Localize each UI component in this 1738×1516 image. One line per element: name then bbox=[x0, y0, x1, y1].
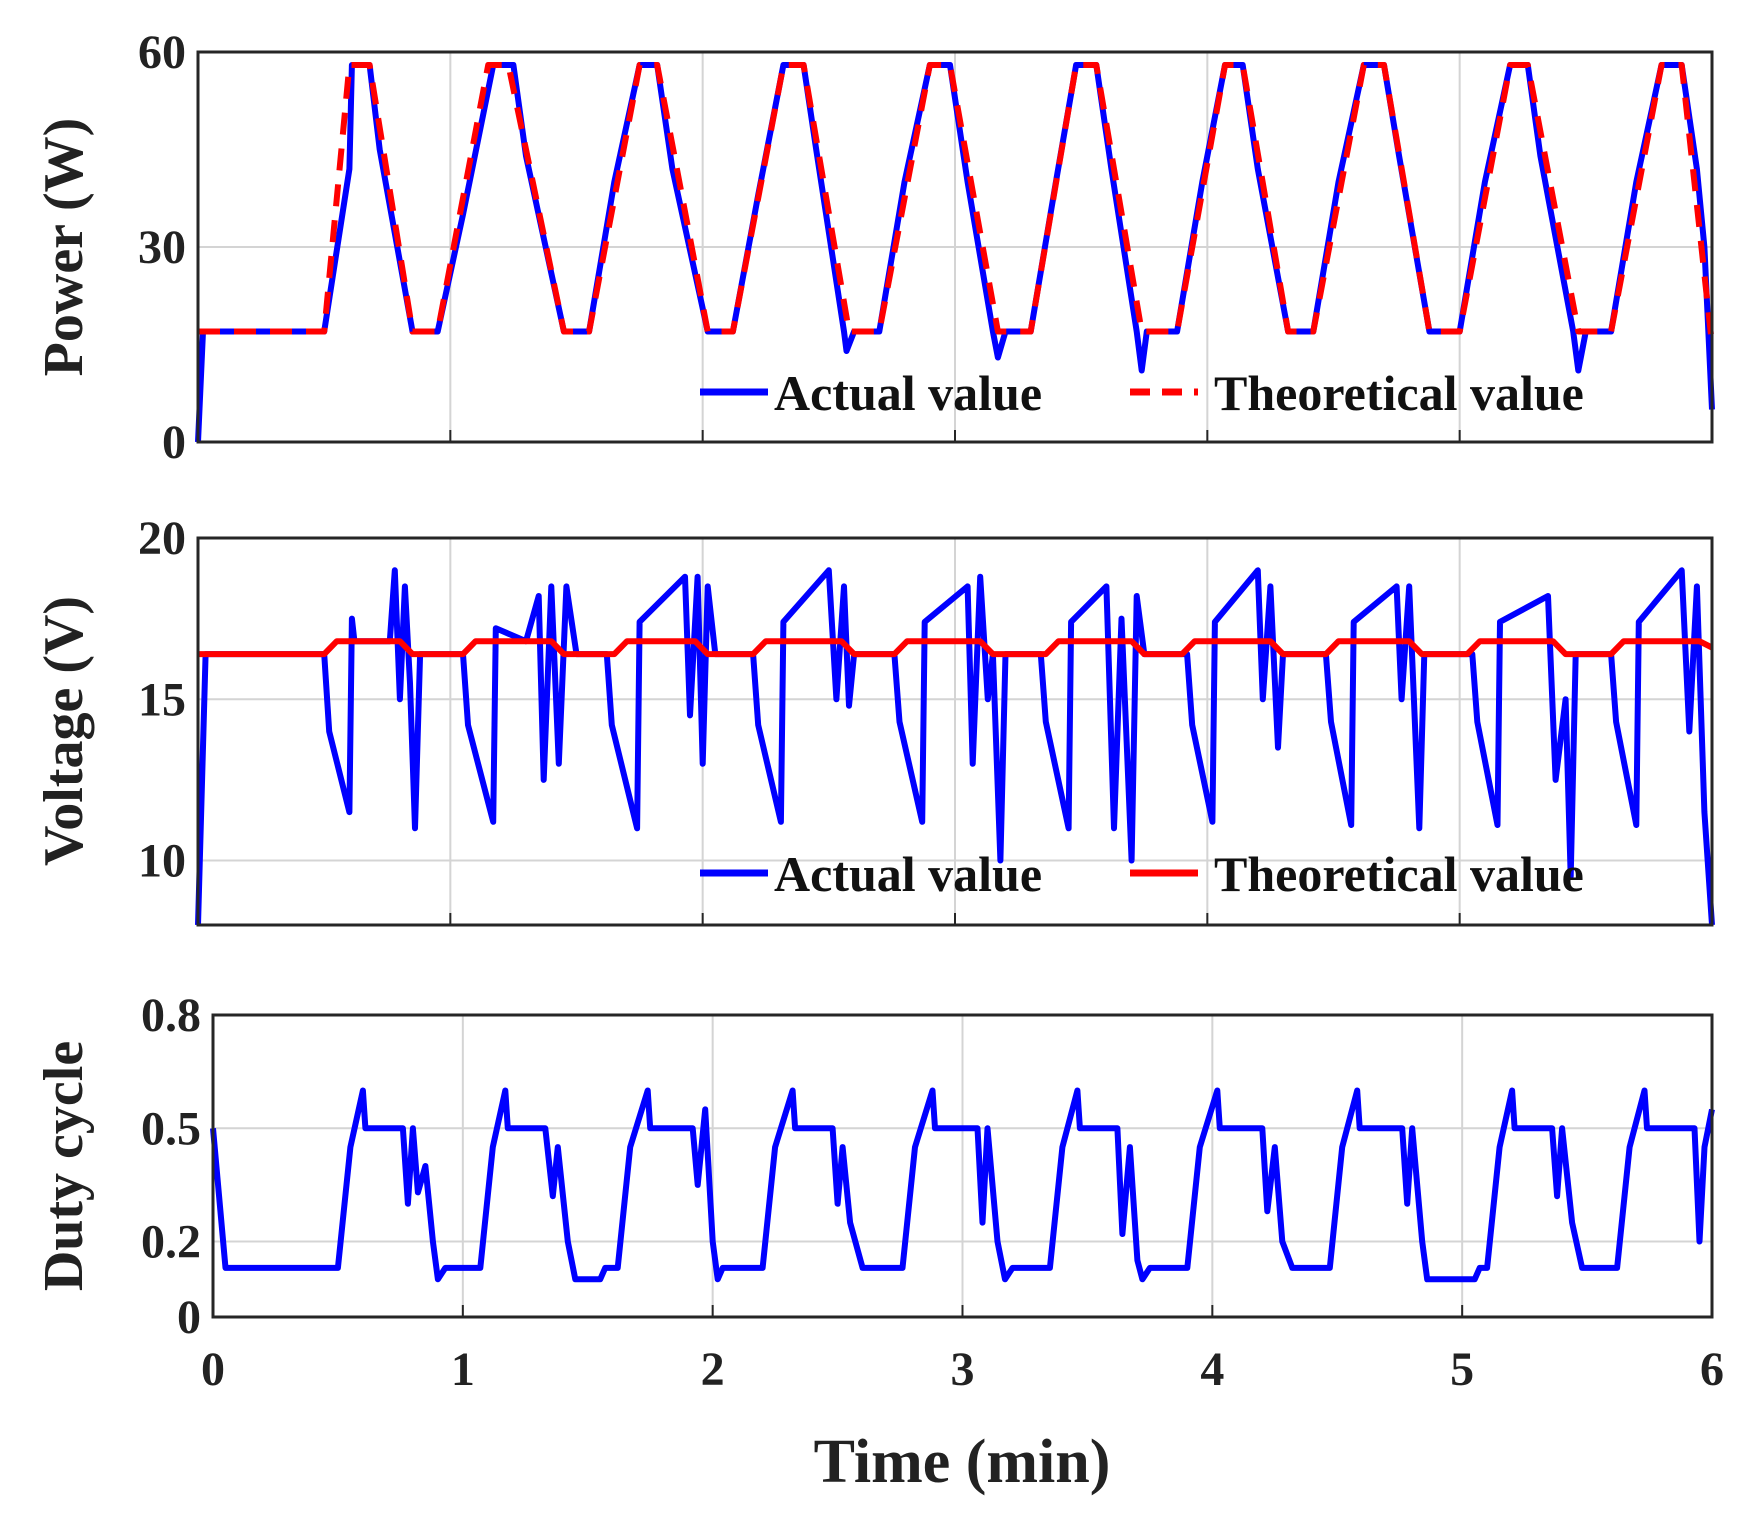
duty-xtick-label: 5 bbox=[1450, 1343, 1474, 1396]
duty-series-actual-line bbox=[210, 1087, 1715, 1283]
power-y-ticks: 0 30 60 bbox=[138, 26, 186, 469]
duty-panel: 0 0.2 0.5 0.8 0 1 2 3 4 5 6 Duty cycle Time (min) bbox=[33, 989, 1724, 1496]
voltage-legend: Actual value Theoretical value bbox=[700, 846, 1584, 902]
duty-ytick-label: 0.2 bbox=[141, 1216, 201, 1269]
duty-xtick-label: 1 bbox=[451, 1343, 475, 1396]
power-ytick-label: 0 bbox=[162, 416, 186, 469]
duty-ytick-label: 0.5 bbox=[141, 1102, 201, 1155]
duty-ytick-label: 0 bbox=[177, 1291, 201, 1344]
voltage-ytick-label: 20 bbox=[138, 512, 186, 565]
duty-xtick-label: 0 bbox=[201, 1343, 225, 1396]
duty-y-ticks: 0 0.2 0.5 0.8 bbox=[141, 989, 201, 1344]
power-legend-theoretical-label: Theoretical value bbox=[1214, 365, 1584, 421]
duty-series bbox=[210, 1087, 1715, 1283]
voltage-legend-theoretical-label: Theoretical value bbox=[1214, 846, 1584, 902]
duty-plot-frame bbox=[211, 1013, 1714, 1319]
power-y-axis-label: Power (W) bbox=[33, 118, 95, 377]
duty-x-ticks: 0 1 2 3 4 5 6 bbox=[201, 1343, 1724, 1396]
power-gridlines bbox=[197, 52, 1713, 442]
duty-y-axis-label: Duty cycle bbox=[33, 1041, 95, 1291]
power-legend-actual-label: Actual value bbox=[774, 365, 1042, 421]
power-ytick-label: 30 bbox=[138, 221, 186, 274]
duty-x-axis-label: Time (min) bbox=[814, 1428, 1111, 1496]
power-panel: 0 30 60 Power (W) Actual value Theoretical… bbox=[33, 26, 1715, 469]
voltage-gridlines bbox=[197, 538, 1713, 925]
voltage-y-axis-label: Voltage (V) bbox=[33, 596, 95, 866]
voltage-series bbox=[195, 567, 1715, 926]
power-series-theoretical-line bbox=[198, 62, 1715, 345]
duty-ytick-label: 0.8 bbox=[141, 989, 201, 1042]
voltage-series-theoretical-line bbox=[198, 638, 1714, 658]
duty-xtick-label: 6 bbox=[1700, 1343, 1724, 1396]
voltage-ytick-label: 10 bbox=[138, 835, 186, 888]
voltage-ytick-label: 15 bbox=[138, 673, 186, 726]
voltage-panel: 10 15 20 Voltage (V) Actual value Theoreti… bbox=[33, 512, 1715, 927]
voltage-plot-frame bbox=[196, 536, 1714, 927]
voltage-y-ticks: 10 15 20 bbox=[138, 512, 186, 888]
duty-xtick-label: 3 bbox=[951, 1343, 975, 1396]
power-plot-frame bbox=[196, 50, 1714, 444]
voltage-series-actual-line bbox=[195, 567, 1715, 926]
power-legend: Actual value Theoretical value bbox=[700, 365, 1584, 421]
duty-xtick-label: 2 bbox=[701, 1343, 725, 1396]
voltage-legend-actual-label: Actual value bbox=[774, 846, 1042, 902]
power-ytick-label: 60 bbox=[138, 26, 186, 79]
duty-xtick-label: 4 bbox=[1200, 1343, 1224, 1396]
power-series bbox=[195, 62, 1715, 443]
